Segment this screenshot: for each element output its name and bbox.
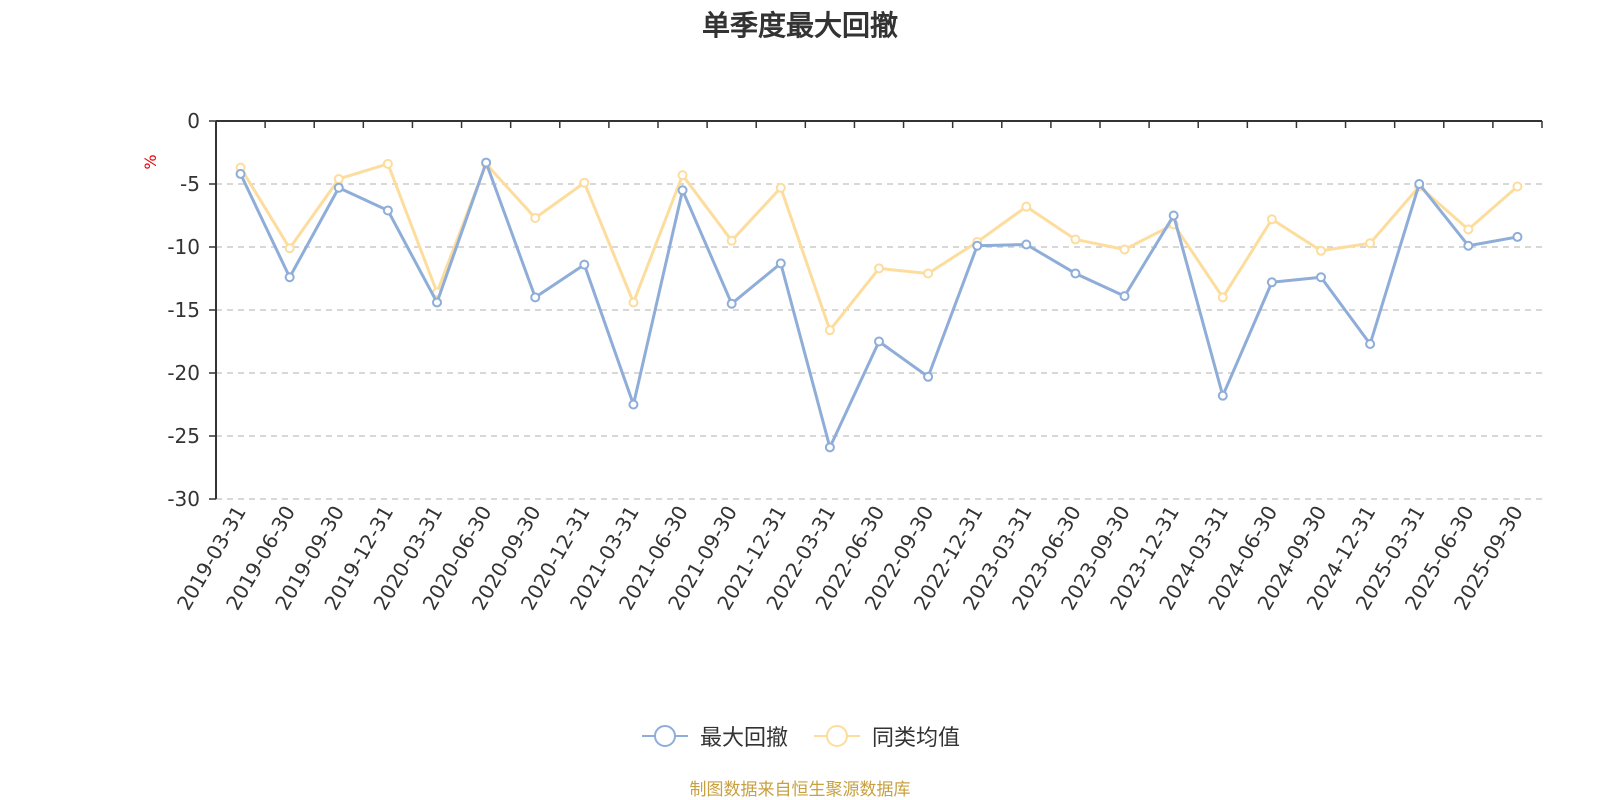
- data-point: [874, 263, 884, 274]
- data-point: [677, 170, 688, 181]
- axes: 0-5-10-15-20-25-302019-03-312019-06-3020…: [167, 109, 1543, 614]
- data-point: [530, 292, 541, 303]
- data-point: [726, 298, 737, 309]
- series-layer: [235, 157, 1523, 453]
- data-point: [1217, 390, 1228, 401]
- y-tick-label: -10: [167, 235, 200, 259]
- data-point: [579, 177, 590, 188]
- data-point: [1512, 231, 1523, 242]
- data-point: [1217, 292, 1228, 303]
- data-point: [726, 235, 737, 246]
- data-point: [1021, 239, 1032, 250]
- legend-item-0[interactable]: 最大回撤: [640, 720, 788, 752]
- data-point: [284, 243, 295, 254]
- grid-lines: [216, 183, 1542, 500]
- legend-marker-circle: [653, 725, 676, 747]
- legend-label: 最大回撤: [699, 726, 788, 751]
- data-point: [579, 259, 590, 270]
- data-point: [530, 213, 541, 224]
- data-point: [1070, 268, 1081, 279]
- data-point: [824, 325, 835, 336]
- data-point: [677, 185, 688, 196]
- y-tick-label: 0: [187, 109, 200, 133]
- data-point: [1119, 244, 1130, 255]
- data-point: [333, 173, 344, 184]
- legend-marker-icon: [814, 725, 860, 747]
- data-point: [775, 258, 786, 269]
- data-point: [1168, 210, 1179, 221]
- data-point: [775, 182, 786, 193]
- data-point: [481, 157, 492, 168]
- data-point: [923, 268, 934, 279]
- data-point: [1463, 224, 1474, 235]
- chart-legend: 最大回撤 同类均值: [0, 720, 1600, 752]
- chart-title: 单季度最大回撤: [701, 9, 898, 42]
- data-point: [235, 168, 246, 179]
- data-point: [1365, 238, 1376, 249]
- y-tick-label: -30: [167, 487, 200, 511]
- data-point: [1365, 339, 1376, 350]
- data-point: [628, 399, 639, 410]
- data-point: [432, 297, 442, 308]
- data-point: [1070, 234, 1081, 245]
- data-point: [972, 240, 983, 251]
- data-point: [1463, 240, 1474, 251]
- data-point: [1266, 214, 1277, 225]
- line-chart: 0-5-10-15-20-25-302019-03-312019-06-3020…: [141, 109, 1543, 614]
- data-point: [1414, 179, 1425, 189]
- data-point: [923, 371, 934, 382]
- y-axis-unit-label: %: [141, 154, 160, 169]
- series-line-0: [239, 161, 1518, 449]
- data-point: [1021, 201, 1032, 212]
- data-point: [1512, 181, 1523, 192]
- legend-item-1[interactable]: 同类均值: [812, 720, 960, 752]
- data-point: [1316, 245, 1326, 256]
- data-point: [1316, 272, 1326, 283]
- data-point: [284, 272, 295, 283]
- legend-label: 同类均值: [872, 726, 961, 751]
- data-point: [333, 182, 344, 193]
- data-point: [874, 336, 884, 347]
- y-tick-label: -5: [180, 172, 200, 196]
- data-point: [382, 158, 393, 169]
- legend-marker-circle: [826, 725, 848, 747]
- y-tick-label: -20: [167, 361, 200, 385]
- data-point: [1266, 277, 1277, 288]
- data-point: [382, 205, 393, 216]
- source-note: 制图数据来自恒生聚源数据库: [689, 780, 911, 800]
- data-point: [628, 297, 639, 308]
- legend-marker-icon: [641, 725, 688, 747]
- y-tick-label: -15: [167, 298, 200, 322]
- y-tick-label: -25: [167, 424, 200, 448]
- data-point: [824, 442, 835, 453]
- data-point: [1119, 291, 1130, 302]
